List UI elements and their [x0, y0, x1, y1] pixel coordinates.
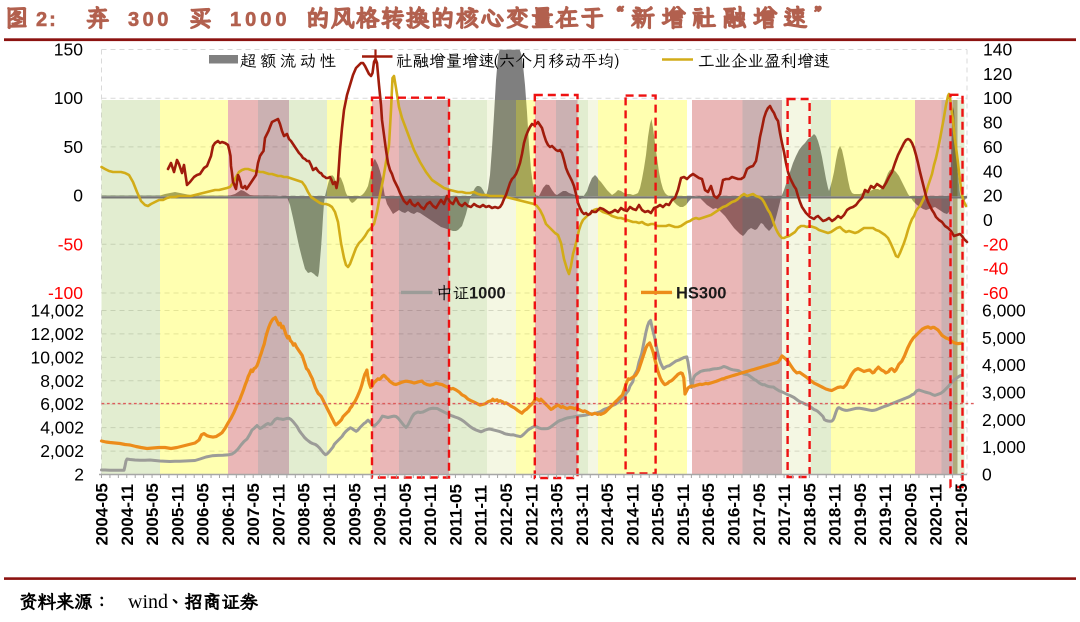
svg-text:2020-11: 2020-11 — [927, 484, 946, 545]
svg-text:2016-11: 2016-11 — [725, 484, 744, 545]
svg-text:2012-05: 2012-05 — [497, 483, 516, 545]
svg-text:3,000: 3,000 — [982, 383, 1026, 403]
svg-text:wind: wind — [128, 591, 168, 613]
svg-text:2021-05: 2021-05 — [952, 483, 971, 545]
svg-text:2019-11: 2019-11 — [876, 484, 895, 545]
svg-text:5,000: 5,000 — [982, 328, 1026, 348]
svg-text:4,000: 4,000 — [982, 355, 1026, 375]
svg-text:HS300: HS300 — [676, 285, 726, 303]
svg-text:120: 120 — [983, 64, 1012, 84]
svg-text:2007-05: 2007-05 — [244, 483, 263, 545]
svg-text:2008-05: 2008-05 — [295, 483, 314, 545]
svg-text:-20: -20 — [983, 234, 1009, 254]
svg-text:1000: 1000 — [469, 285, 506, 303]
svg-text:2015-11: 2015-11 — [674, 484, 693, 545]
svg-text:0: 0 — [73, 186, 83, 206]
svg-text:2012-11: 2012-11 — [522, 484, 541, 545]
svg-text:1000: 1000 — [230, 9, 291, 31]
svg-text:2020-05: 2020-05 — [902, 483, 921, 545]
svg-text:14,002: 14,002 — [30, 301, 84, 321]
svg-text:2009-05: 2009-05 — [345, 483, 364, 545]
svg-text:100: 100 — [54, 88, 83, 108]
svg-text:2:: 2: — [36, 9, 58, 31]
svg-text:2019-05: 2019-05 — [851, 483, 870, 545]
svg-text:12,002: 12,002 — [30, 324, 84, 344]
svg-text:2011-11: 2011-11 — [472, 485, 491, 546]
svg-text:0: 0 — [982, 465, 992, 485]
svg-text:300: 300 — [128, 9, 172, 31]
svg-text:2018-11: 2018-11 — [826, 484, 845, 545]
svg-text:2,002: 2,002 — [40, 441, 84, 461]
svg-text:6,002: 6,002 — [40, 394, 84, 414]
svg-text:6,000: 6,000 — [982, 301, 1026, 321]
svg-text:60: 60 — [983, 137, 1003, 157]
svg-text:2: 2 — [74, 465, 84, 485]
svg-text:140: 140 — [983, 40, 1012, 60]
svg-text:2013-11: 2013-11 — [573, 484, 592, 545]
svg-text:2,000: 2,000 — [982, 410, 1026, 430]
svg-text:2006-05: 2006-05 — [194, 483, 213, 545]
svg-text:2018-05: 2018-05 — [800, 483, 819, 545]
svg-text:2010-05: 2010-05 — [396, 483, 415, 545]
svg-text:-100: -100 — [48, 283, 83, 303]
svg-text:2008-11: 2008-11 — [320, 484, 339, 545]
svg-text:40: 40 — [983, 161, 1003, 181]
svg-text:50: 50 — [64, 137, 84, 157]
svg-text:2004-05: 2004-05 — [93, 483, 112, 545]
svg-text:-40: -40 — [983, 259, 1009, 279]
svg-text:2016-05: 2016-05 — [699, 483, 718, 545]
svg-text:1,000: 1,000 — [982, 437, 1026, 457]
svg-text:2005-05: 2005-05 — [143, 483, 162, 545]
svg-text:2015-05: 2015-05 — [649, 483, 668, 545]
svg-text:2011-05: 2011-05 — [446, 484, 465, 545]
svg-text:2017-11: 2017-11 — [775, 484, 794, 545]
svg-text:150: 150 — [54, 40, 83, 60]
svg-text:2009-11: 2009-11 — [371, 484, 390, 545]
svg-text:10,002: 10,002 — [30, 347, 84, 367]
svg-text:100: 100 — [983, 88, 1012, 108]
svg-text:0: 0 — [983, 210, 993, 230]
svg-text:80: 80 — [983, 113, 1003, 133]
svg-text:-60: -60 — [983, 283, 1009, 303]
svg-text:2013-05: 2013-05 — [548, 483, 567, 545]
svg-text:2014-11: 2014-11 — [623, 484, 642, 545]
svg-text:2006-11: 2006-11 — [219, 484, 238, 545]
svg-text:8,002: 8,002 — [40, 371, 84, 391]
svg-text:20: 20 — [983, 186, 1003, 206]
svg-text:2017-05: 2017-05 — [750, 483, 769, 545]
svg-text:4,002: 4,002 — [40, 418, 84, 438]
svg-text:2005-11: 2005-11 — [168, 484, 187, 545]
svg-text:-50: -50 — [58, 234, 84, 254]
svg-text:2014-05: 2014-05 — [598, 483, 617, 545]
svg-text:2004-11: 2004-11 — [118, 484, 137, 545]
svg-text:2010-11: 2010-11 — [421, 484, 440, 545]
svg-text:2007-11: 2007-11 — [270, 484, 289, 545]
